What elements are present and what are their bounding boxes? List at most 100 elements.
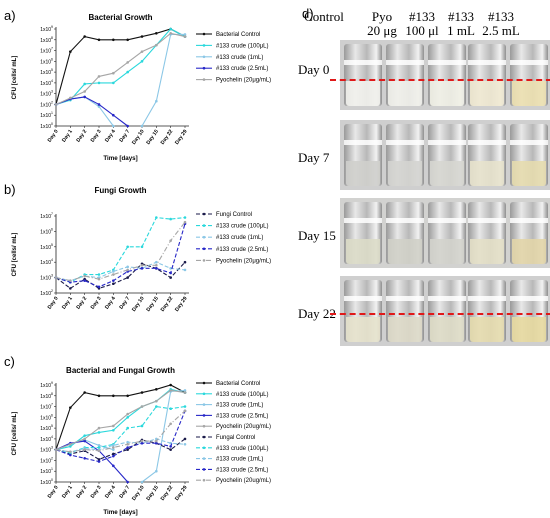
data-point [112, 279, 115, 282]
legend-label: Bacterial Control [216, 381, 260, 387]
y-tick-label: 1x104 [40, 79, 53, 87]
legend-marker [203, 468, 206, 471]
y-tick-label: 1x103 [40, 90, 53, 98]
data-point [184, 216, 187, 219]
column-header: Control [302, 10, 346, 24]
x-tick-label: Day 4 [104, 296, 117, 311]
data-point [155, 267, 158, 270]
chart-title: Bacterial Growth [88, 13, 152, 22]
data-point [141, 391, 144, 394]
vial-liquid [470, 317, 504, 342]
data-point [169, 239, 172, 242]
legend-marker [203, 436, 206, 439]
vial-band [344, 60, 382, 65]
vial-band [428, 140, 466, 145]
vial-photo [340, 198, 550, 268]
data-point [55, 448, 58, 451]
legend-label: Fungal Control [216, 435, 255, 441]
legend-label: Pyochelin (20ug/mL) [216, 424, 271, 430]
data-point [126, 125, 129, 128]
y-tick-label: 1x106 [40, 413, 53, 421]
vial-band [510, 218, 548, 223]
data-point [126, 413, 129, 416]
data-point [141, 50, 144, 53]
x-tick-label: Day 29 [174, 296, 189, 313]
data-point [83, 448, 86, 451]
data-point [155, 400, 158, 403]
x-tick-label: Day 4 [104, 485, 117, 500]
chart-fungi-growth: Fungi Growth1x1021x1031x1041x1051x1061x1… [0, 172, 294, 340]
y-tick-label: 1x101 [40, 467, 53, 475]
data-point [98, 278, 101, 281]
data-point [184, 35, 187, 38]
vial-band [468, 218, 506, 223]
data-point [83, 96, 86, 99]
data-point [112, 429, 115, 432]
legend-label: #133 crude (100μL) [216, 224, 269, 230]
legend-label: #133 crude (100μL) [216, 446, 269, 452]
legend-label: #133 crude (1mL) [216, 403, 263, 409]
data-point [141, 35, 144, 38]
vial-band [510, 140, 548, 145]
data-point [141, 125, 144, 128]
vial-liquid [470, 81, 504, 106]
data-point [184, 269, 187, 272]
y-tick-label: 1x109 [40, 381, 53, 389]
y-tick-label: 1x104 [40, 258, 53, 266]
legend-marker [203, 259, 206, 262]
vial-liquid [512, 239, 546, 264]
vial-liquid [430, 317, 464, 342]
y-tick-label: 1x108 [40, 36, 53, 44]
data-point [169, 445, 172, 448]
y-tick-label: 1x109 [40, 25, 53, 33]
legend-marker [203, 403, 206, 406]
column-header: #133 2.5 mL [479, 10, 523, 38]
y-tick-label: 1x107 [40, 47, 53, 55]
data-point [69, 287, 72, 290]
column-header: #133 100 μl [400, 10, 444, 38]
data-point [155, 216, 158, 219]
data-point [98, 103, 101, 106]
x-tick-label: Day 3 [90, 296, 103, 311]
legend-marker [203, 393, 206, 396]
legend-marker [203, 457, 206, 460]
data-point [184, 221, 187, 224]
data-point [112, 72, 115, 75]
x-tick-label: Day 22 [160, 296, 175, 313]
legend-label: #133 crude (1mL) [216, 55, 263, 61]
data-point [98, 431, 101, 434]
vial-liquid [346, 239, 380, 264]
data-point [112, 446, 115, 449]
row-label: Day 7 [298, 150, 329, 166]
data-point [141, 425, 144, 428]
data-point [169, 276, 172, 279]
data-point [126, 38, 129, 41]
x-tick-label: Day 3 [90, 129, 103, 144]
chart-title: Bacterial and Fungal Growth [66, 366, 175, 375]
x-tick-label: Day 4 [104, 129, 117, 144]
legend-label: #133 crude (2.5mL) [216, 66, 268, 72]
vial [468, 44, 506, 106]
y-tick-label: 1x102 [40, 289, 53, 297]
data-point [184, 443, 187, 446]
y-tick-label: 1x105 [40, 68, 53, 76]
column-header: Pyo 20 μg [360, 10, 404, 38]
vial-band [428, 296, 466, 301]
legend-marker [203, 479, 206, 482]
vial [510, 202, 548, 264]
x-tick-label: Day 7 [118, 129, 131, 144]
data-point [83, 35, 86, 38]
legend-label: #133 crude (1mL) [216, 235, 263, 241]
vial-band [344, 140, 382, 145]
vial-band [428, 60, 466, 65]
x-tick-label: Day 1 [61, 296, 74, 311]
vial-liquid [512, 161, 546, 186]
data-point [169, 423, 172, 426]
data-point [155, 261, 158, 264]
series-1 [55, 216, 187, 283]
data-point [112, 425, 115, 428]
vial [386, 202, 424, 264]
data-point [184, 261, 187, 264]
data-point [126, 394, 129, 397]
y-tick-label: 1x100 [40, 122, 53, 130]
